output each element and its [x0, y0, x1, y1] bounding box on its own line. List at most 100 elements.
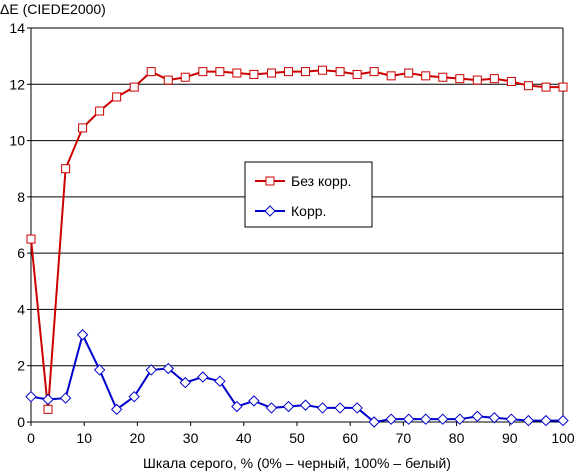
x-tick-label: 90: [502, 430, 518, 446]
y-tick-labels: 0 2 4 6 8 10 12 14: [9, 20, 25, 430]
legend-box: [244, 161, 373, 228]
data-point: [471, 410, 484, 423]
x-tick-label: 70: [396, 430, 412, 446]
data-point: [112, 92, 122, 102]
data-point: [541, 82, 551, 92]
data-point: [162, 362, 174, 375]
y-tick-label: 10: [9, 133, 25, 149]
data-point: [301, 67, 311, 77]
legend-label: Без корр.: [291, 173, 352, 189]
data-point: [266, 68, 276, 78]
data-point: [59, 392, 72, 404]
data-point: [368, 416, 380, 428]
data-point: [522, 414, 535, 427]
data-point: [25, 390, 37, 403]
data-point: [438, 72, 448, 82]
y-axis-title: ΔE (CIEDE2000): [0, 1, 106, 17]
data-point: [386, 71, 396, 81]
series-2: [25, 329, 569, 428]
data-point: [369, 67, 379, 77]
axes: [27, 27, 564, 426]
legend-label: Корр.: [291, 203, 326, 219]
data-point: [129, 82, 139, 92]
series-layer: [25, 65, 569, 428]
data-point: [249, 69, 259, 79]
data-point: [146, 67, 156, 77]
data-point: [523, 81, 533, 91]
y-tick-label: 8: [17, 189, 25, 205]
data-point: [421, 71, 431, 81]
data-point: [265, 402, 278, 414]
data-point: [316, 402, 329, 414]
data-point: [472, 75, 482, 85]
x-tick-label: 50: [289, 430, 305, 446]
data-point: [180, 72, 190, 82]
y-tick-label: 4: [17, 301, 25, 317]
x-tick-label: 30: [183, 430, 199, 446]
data-point: [437, 413, 449, 425]
x-tick-label: 10: [76, 430, 92, 446]
legend-item: Без корр.: [255, 173, 352, 189]
data-point: [179, 376, 191, 389]
data-point: [489, 74, 499, 84]
data-point: [198, 67, 208, 77]
legend: Без корр. Корр.: [244, 161, 373, 228]
data-point: [488, 412, 501, 424]
data-point: [318, 65, 328, 75]
data-point: [231, 400, 243, 413]
x-tick-label: 80: [449, 430, 465, 446]
data-point: [540, 414, 552, 427]
data-point: [455, 74, 465, 84]
data-point: [352, 69, 362, 79]
legend-item: Корр.: [255, 203, 326, 219]
data-point: [95, 106, 105, 116]
data-point: [505, 413, 518, 425]
data-point: [558, 82, 568, 92]
data-point: [76, 329, 89, 341]
data-point: [163, 75, 173, 85]
data-point: [557, 414, 569, 427]
data-point: [61, 164, 71, 174]
data-point: [385, 413, 397, 425]
data-point: [248, 395, 260, 407]
legend-marker: [264, 205, 276, 217]
x-tick-label: 0: [27, 430, 35, 446]
data-point: [42, 393, 54, 406]
data-point: [403, 413, 415, 425]
data-point: [232, 68, 242, 78]
y-tick-label: 6: [17, 245, 25, 261]
x-tick-label: 40: [236, 430, 252, 446]
data-point: [420, 413, 432, 425]
data-point: [214, 375, 226, 387]
data-point: [506, 76, 516, 86]
data-point: [110, 403, 123, 416]
data-point: [78, 123, 88, 133]
data-point: [145, 364, 157, 376]
y-tick-label: 2: [17, 358, 25, 374]
data-point: [197, 371, 209, 383]
series-1: [26, 65, 568, 414]
data-point: [93, 364, 106, 376]
data-point: [215, 67, 225, 77]
y-tick-label: 0: [17, 414, 25, 430]
data-point: [404, 68, 414, 78]
data-point: [283, 67, 293, 77]
data-point: [454, 413, 466, 425]
data-point: [299, 399, 312, 411]
data-point: [334, 402, 346, 414]
x-tick-label: 20: [130, 430, 146, 446]
data-point: [43, 404, 53, 414]
x-tick-labels: 0 10 20 30 40 50 60 70 80 90 100: [27, 430, 574, 446]
x-tick-label: 60: [342, 430, 358, 446]
x-tick-label: 100: [551, 430, 574, 446]
data-point: [26, 234, 36, 244]
data-point: [335, 67, 345, 77]
y-tick-label: 12: [9, 76, 25, 92]
legend-marker: [265, 176, 275, 186]
data-point: [282, 400, 295, 413]
data-point: [351, 402, 363, 414]
x-axis-title: Шкала серого, % (0% – черный, 100% – бел…: [143, 455, 451, 471]
y-tick-label: 14: [9, 20, 25, 36]
data-point: [128, 390, 140, 403]
